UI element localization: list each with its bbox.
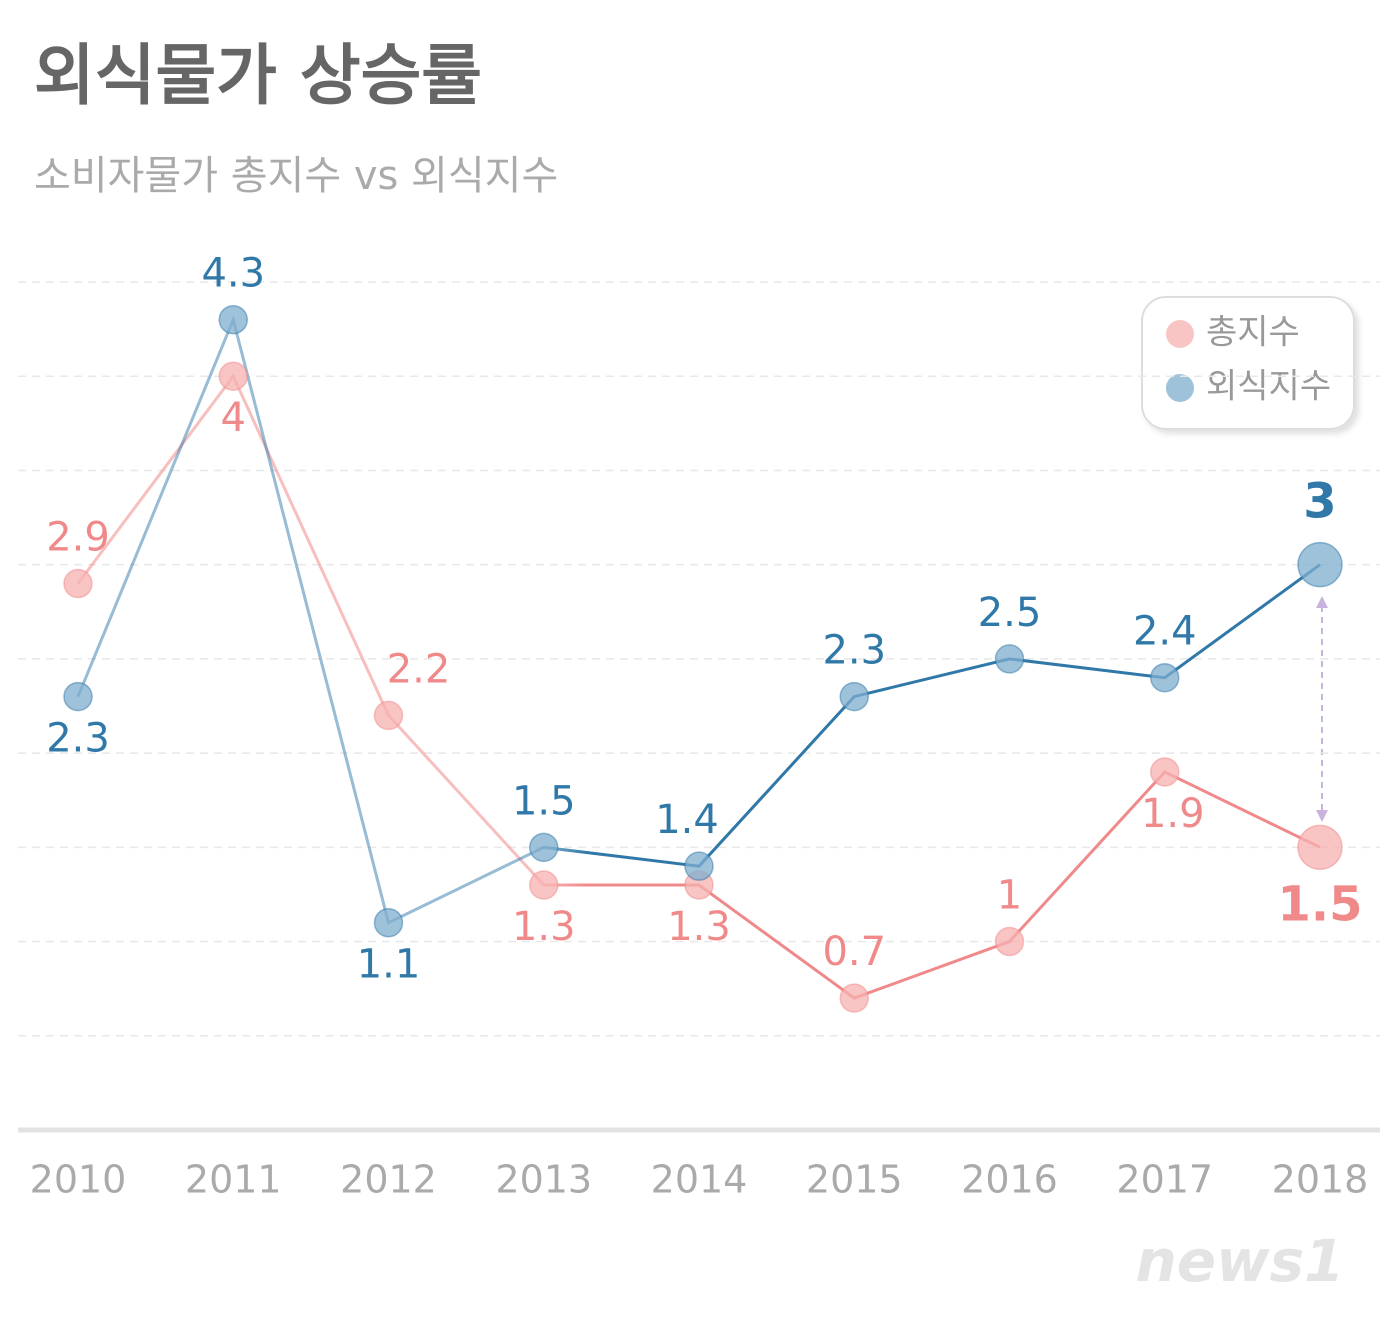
data-label: 0.7 [822, 929, 886, 975]
point [218, 304, 248, 335]
point [529, 832, 559, 863]
data-label: 3 [1303, 474, 1336, 530]
x-tick-label: 2013 [495, 1158, 592, 1202]
data-label: 1.9 [1141, 791, 1205, 837]
x-tick-label: 2010 [30, 1158, 127, 1202]
legend-box [1141, 296, 1355, 430]
data-label: 1.3 [512, 904, 576, 950]
point [839, 681, 869, 712]
data-label: 1.5 [512, 778, 576, 824]
point [373, 907, 404, 938]
x-tick-label: 2014 [651, 1158, 748, 1202]
data-label: 2.4 [1133, 609, 1197, 655]
point [63, 681, 93, 712]
point [373, 700, 404, 731]
point [994, 644, 1025, 674]
x-tick-label: 2017 [1116, 1158, 1213, 1202]
point [1297, 541, 1343, 588]
data-label: 4 [221, 395, 246, 441]
point [218, 361, 248, 391]
data-label: 4.3 [201, 251, 265, 297]
legend-label: 총지수 [1206, 313, 1300, 353]
data-label: 2.9 [46, 515, 110, 561]
point [1297, 824, 1343, 871]
legend-label: 외식지수 [1206, 367, 1331, 407]
data-label: 1.5 [1277, 876, 1362, 932]
data-label: 1 [997, 873, 1022, 919]
point [684, 851, 714, 881]
x-tick-label: 2011 [185, 1158, 282, 1202]
data-label: 2.2 [387, 646, 451, 692]
data-label: 1.1 [357, 942, 421, 988]
data-label: 2.3 [822, 628, 886, 674]
x-tick-label: 2015 [806, 1158, 903, 1202]
point [1150, 662, 1180, 693]
legend-marker [1166, 320, 1194, 348]
watermark: news1 [1135, 1227, 1344, 1295]
data-label: 1.3 [667, 904, 731, 950]
data-label: 2.3 [46, 716, 110, 762]
x-tick-label: 2012 [340, 1158, 437, 1202]
point [529, 870, 559, 900]
legend-marker [1166, 374, 1194, 402]
data-label: 2.5 [978, 590, 1042, 636]
point [1150, 757, 1180, 787]
point [839, 983, 869, 1013]
data-label: 1.4 [655, 797, 719, 843]
x-tick-label: 2018 [1272, 1158, 1369, 1202]
chart-title: 외식물가 상승률 [34, 37, 482, 114]
x-tick-label: 2016 [961, 1158, 1058, 1202]
point [63, 568, 93, 599]
chart-subtitle: 소비자물가 총지수 vs 외식지수 [34, 153, 558, 199]
point [994, 926, 1025, 957]
